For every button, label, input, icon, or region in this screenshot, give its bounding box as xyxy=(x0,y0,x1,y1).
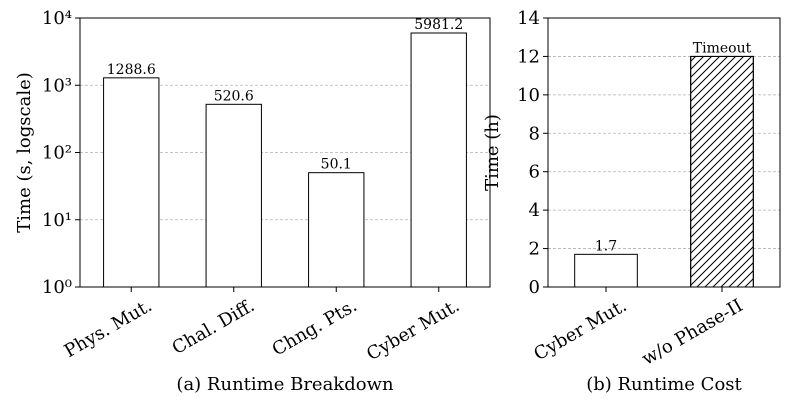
bar xyxy=(103,77,160,288)
x-tick-label: Phys. Mut. xyxy=(61,295,156,362)
y-axis-label: Time (s, logscale) xyxy=(14,72,35,233)
y-tick-label: 4 xyxy=(529,200,540,221)
y-tick-label: 8 xyxy=(529,123,540,144)
x-tick-label: w/o Phase-II xyxy=(638,295,746,370)
x-axis-label: (a) Runtime Breakdown xyxy=(176,374,394,395)
bar xyxy=(410,32,467,288)
x-tick-label: Chng. Pts. xyxy=(269,295,361,360)
y-tick-label: 10⁴ xyxy=(42,8,72,29)
bar xyxy=(574,253,638,288)
x-tick-label: Chal. Diff. xyxy=(169,295,259,359)
y-tick-label: 10 xyxy=(517,85,540,106)
value-label: 1.7 xyxy=(595,238,617,254)
y-axis-label: Time (h) xyxy=(482,114,503,191)
value-label: 520.6 xyxy=(214,88,254,104)
x-tick-label: Cyber Mut. xyxy=(363,295,463,365)
x-axis-label: (b) Runtime Cost xyxy=(586,374,742,395)
y-tick-label: 12 xyxy=(517,46,540,67)
y-tick-label: 0 xyxy=(529,277,540,298)
y-tick-label: 2 xyxy=(529,239,540,260)
value-label: 50.1 xyxy=(321,157,352,173)
plot-frame xyxy=(79,17,491,288)
bar xyxy=(308,172,365,288)
bar-hatch xyxy=(690,55,754,288)
value-label: Timeout xyxy=(693,40,752,56)
y-tick-label: 10⁰ xyxy=(42,277,72,298)
value-label: 5981.2 xyxy=(414,17,463,33)
bar xyxy=(205,103,262,288)
y-tick-label: 6 xyxy=(529,162,540,183)
x-tick-label: Cyber Mut. xyxy=(530,295,630,365)
y-tick-label: 10³ xyxy=(42,75,72,96)
y-tick-label: 10² xyxy=(42,143,72,164)
y-tick-label: 14 xyxy=(517,8,540,29)
value-label: 1288.6 xyxy=(107,62,156,78)
y-tick-label: 10¹ xyxy=(42,210,72,231)
plot-frame xyxy=(547,17,781,288)
